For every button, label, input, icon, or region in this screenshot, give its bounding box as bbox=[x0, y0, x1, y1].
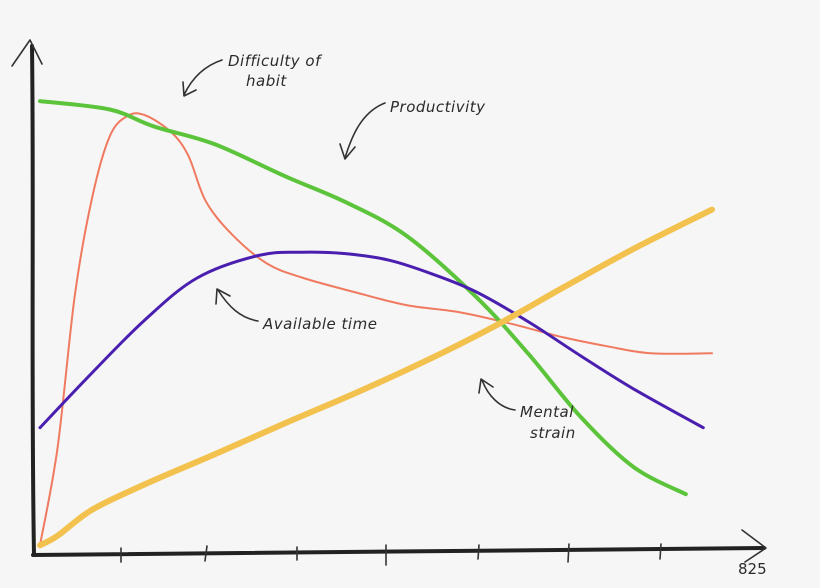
productivity-annotation: Productivity bbox=[390, 98, 486, 116]
available-time-annotation-arrow bbox=[217, 289, 259, 322]
x-tick bbox=[659, 543, 662, 560]
x-tick bbox=[567, 543, 570, 563]
series-line-difficulty-of-habit bbox=[39, 112, 713, 547]
productivity-annotation-arrow bbox=[344, 102, 386, 159]
available-time-annotation: Available time bbox=[262, 315, 377, 333]
mental-strain-annotation-arrow bbox=[481, 379, 516, 411]
x-tick bbox=[204, 545, 208, 562]
series-layer bbox=[37, 99, 715, 549]
available-time-annotation-arrowhead bbox=[215, 288, 231, 305]
annotation-arrows bbox=[182, 59, 516, 411]
annotation-labels: Difficulty of habit Productivity Availab… bbox=[228, 52, 576, 442]
x-axis-arrowhead bbox=[741, 529, 767, 563]
difficulty-annotation-arrowhead bbox=[182, 81, 197, 97]
difficulty-annotation-line1: Difficulty of bbox=[228, 52, 323, 70]
mental-strain-annotation-arrowhead bbox=[478, 378, 494, 394]
difficulty-annotation-line2: habit bbox=[246, 72, 287, 90]
x-ticks bbox=[120, 543, 662, 566]
y-axis-line bbox=[30, 44, 36, 557]
mental-strain-annotation-line2: strain bbox=[530, 424, 576, 442]
difficulty-annotation-arrow bbox=[183, 59, 223, 96]
y-axis-arrowhead bbox=[11, 39, 43, 67]
x-tick-label-825: 825 bbox=[738, 560, 767, 578]
mental-strain-annotation-line1: Mental bbox=[520, 403, 574, 421]
series-line-available-time bbox=[38, 250, 705, 430]
series-line-mental-strain bbox=[37, 206, 715, 549]
axes bbox=[11, 39, 767, 563]
x-tick bbox=[477, 544, 480, 560]
series-line-productivity bbox=[38, 99, 688, 497]
productivity-annotation-arrowhead bbox=[339, 143, 356, 160]
x-axis-line bbox=[31, 546, 766, 557]
